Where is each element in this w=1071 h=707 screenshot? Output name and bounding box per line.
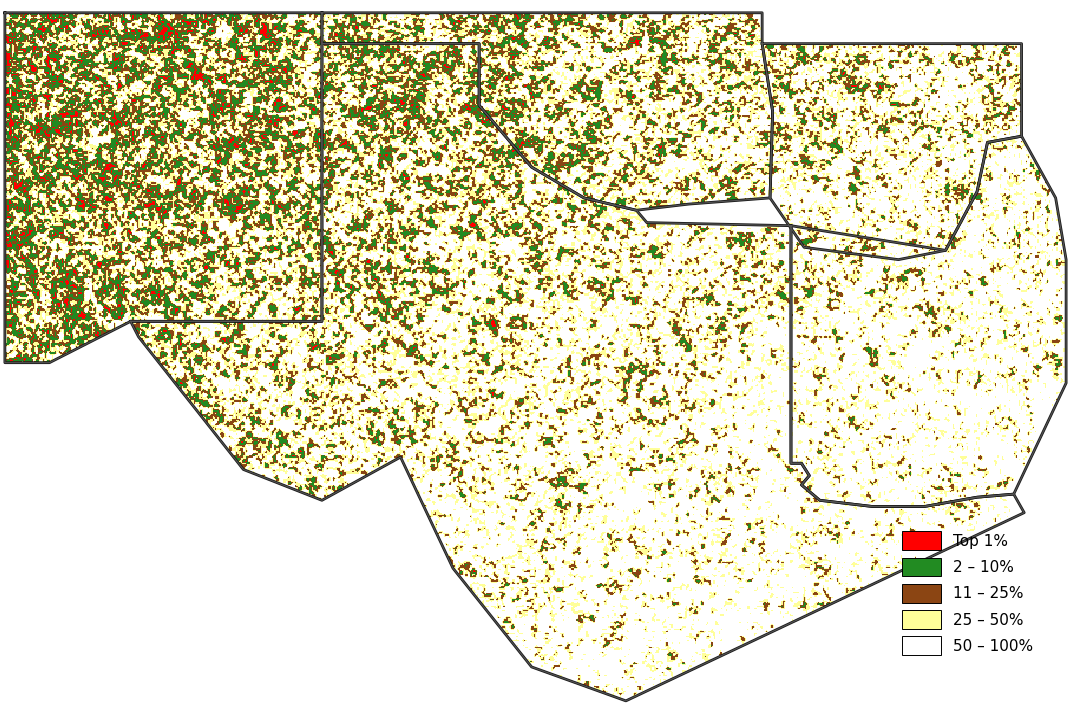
Legend: Top 1%, 2 – 10%, 11 – 25%, 25 – 50%, 50 – 100%: Top 1%, 2 – 10%, 11 – 25%, 25 – 50%, 50 … <box>894 524 1041 662</box>
